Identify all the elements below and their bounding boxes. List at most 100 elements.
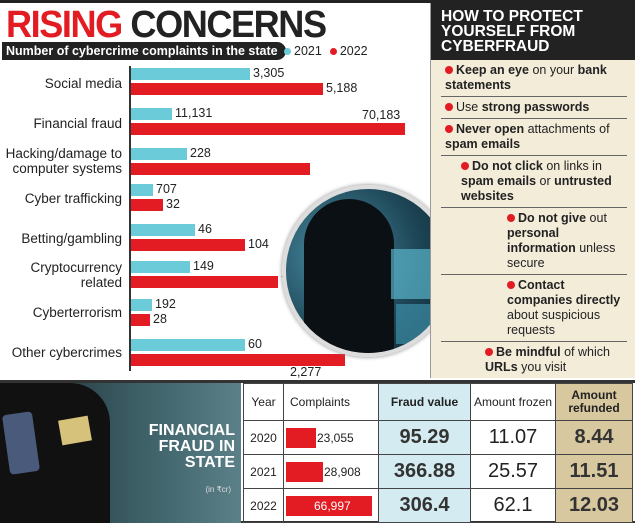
bar-2022 xyxy=(130,199,163,211)
fraud-value-cell: 366.88 xyxy=(378,454,471,489)
complaints-bar xyxy=(286,461,323,482)
tip-text: Do not click xyxy=(472,159,543,173)
fraud-table: Year Complaints Fraud value Amount froze… xyxy=(243,383,633,523)
category-label: Financial fraud xyxy=(33,116,122,131)
category-label: Cyber trafficking xyxy=(24,191,122,206)
bar-2022 xyxy=(130,123,405,135)
complaints-cell: 66,997 xyxy=(283,488,379,523)
data-label: 60 xyxy=(248,337,262,351)
bar-2021 xyxy=(130,108,172,120)
financial-fraud-section: FINANCIAL FRAUD IN STATE (in ₹cr) Year C… xyxy=(0,380,635,523)
legend-2022: 2022 xyxy=(329,44,368,58)
tip-text: spam emails xyxy=(445,137,521,151)
tip-text: Never open xyxy=(456,122,525,136)
table-row: 2022 66,997 306.4 62.1 12.03 xyxy=(243,488,633,523)
hacker-image xyxy=(282,185,454,357)
col-complaints: Complaints xyxy=(283,383,379,421)
tip-text: Keep an eye xyxy=(456,63,529,77)
bar-2021 xyxy=(130,261,190,273)
tip-text: spam emails xyxy=(461,174,537,188)
refunded-cell: 11.51 xyxy=(555,454,633,489)
table-row: 2021 28,908 366.88 25.57 11.51 xyxy=(243,454,633,489)
top-rule xyxy=(0,0,635,3)
legend-dot-icon xyxy=(284,48,291,55)
fraud-unit: (in ₹cr) xyxy=(205,485,231,494)
tip-text: unless secure xyxy=(507,241,616,270)
bar-2022 xyxy=(130,83,323,95)
tip-text: out xyxy=(586,211,607,225)
bar-2022 xyxy=(130,314,150,326)
tip-item: Contact companies directly about suspici… xyxy=(441,275,627,342)
tip-text: Use xyxy=(456,100,482,114)
complaints-cell: 23,055 xyxy=(283,420,379,455)
tip-item: Do not click on links in spam emails or … xyxy=(441,156,627,208)
data-label: 2,277 xyxy=(290,365,322,379)
legend-2021: 2021 xyxy=(284,44,322,58)
tip-item: Be mindful of which URLs you visit xyxy=(441,342,627,378)
col-fraud-value: Fraud value xyxy=(378,383,471,421)
tip-text: Be mindful xyxy=(496,345,561,359)
col-amount-refunded: Amount refunded xyxy=(555,383,633,421)
category-label: Other cybercrimes xyxy=(11,345,122,360)
tip-text: you visit xyxy=(517,360,567,374)
tip-text: URLs xyxy=(485,360,518,374)
tip-text: on links in xyxy=(542,159,602,173)
legend: 2021 2022 xyxy=(284,44,368,58)
chart-title: Number of cybercrime complaints in the s… xyxy=(2,42,286,60)
tip-text: about suspicious requests xyxy=(507,308,601,337)
tip-item: Never open attachments of spam emails xyxy=(441,119,627,156)
tip-text: of which xyxy=(560,345,610,359)
refunded-cell: 12.03 xyxy=(555,488,633,523)
data-label: 28 xyxy=(153,312,167,326)
fraud-title: FINANCIAL FRAUD IN STATE xyxy=(148,422,235,471)
hooded-figure xyxy=(304,199,394,353)
tips-list: Keep an eye on your bank statements Use s… xyxy=(431,60,635,378)
data-label: 104 xyxy=(248,237,269,251)
bullet-icon xyxy=(445,66,453,74)
bar-2021 xyxy=(130,339,245,351)
frozen-cell: 11.07 xyxy=(470,420,556,455)
bar-2022 xyxy=(130,239,245,251)
bar-2021 xyxy=(130,68,250,80)
tip-text: on your xyxy=(528,63,578,77)
col-amount-frozen: Amount frozen xyxy=(470,383,556,421)
complaints-value: 28,908 xyxy=(324,464,361,479)
complaints-cell: 28,908 xyxy=(283,454,379,489)
frozen-cell: 62.1 xyxy=(470,488,556,523)
tip-text: personal information xyxy=(507,226,576,255)
frozen-cell: 25.57 xyxy=(470,454,556,489)
bullet-icon xyxy=(507,281,515,289)
year-cell: 2021 xyxy=(243,454,284,489)
complaints-value: 66,997 xyxy=(314,498,351,513)
tip-text: attachments of xyxy=(524,122,610,136)
fraud-value-cell: 95.29 xyxy=(378,420,471,455)
bar-2022 xyxy=(130,163,310,175)
tip-item: Use strong passwords xyxy=(441,97,627,119)
data-label: 5,188 xyxy=(326,81,358,95)
bar-2021 xyxy=(130,148,187,160)
data-label: 707 xyxy=(156,182,177,196)
bar-2022 xyxy=(130,276,278,288)
complaints-value: 23,055 xyxy=(317,430,354,445)
fraud-image: FINANCIAL FRAUD IN STATE (in ₹cr) xyxy=(0,383,241,523)
data-label: 46 xyxy=(198,222,212,236)
bullet-icon xyxy=(445,103,453,111)
legend-label: 2022 xyxy=(339,44,368,58)
fraud-value-cell: 306.4 xyxy=(378,488,471,523)
title-part2: CONCERNS xyxy=(130,4,327,46)
bar-2021 xyxy=(130,299,152,311)
complaints-bar xyxy=(286,495,372,516)
bullet-icon xyxy=(485,348,493,356)
title-part1: RISING xyxy=(6,4,123,46)
legend-dot-icon xyxy=(329,48,337,55)
table-row: 2020 23,055 95.29 11.07 8.44 xyxy=(243,420,633,455)
tips-panel: HOW TO PROTECT YOURSELF FROM CYBERFRAUD … xyxy=(430,3,635,378)
data-label: 11,131 xyxy=(175,106,213,120)
complaints-bar xyxy=(286,427,316,448)
bullet-icon xyxy=(507,214,515,222)
data-label: 228 xyxy=(190,146,211,160)
refunded-cell: 8.44 xyxy=(555,420,633,455)
category-label: Cryptocurrency related xyxy=(30,260,122,290)
tip-text: Contact companies directly xyxy=(507,278,621,307)
bar-2022 xyxy=(130,354,345,366)
